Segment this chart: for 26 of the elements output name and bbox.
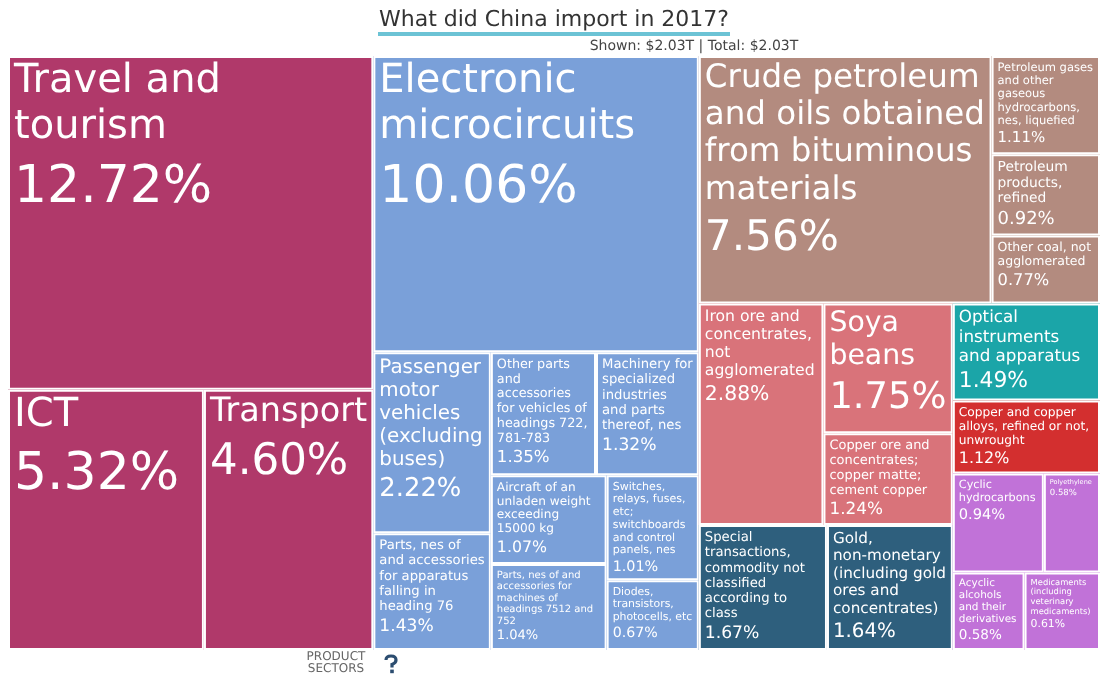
text: What did China import in 2017? [378,6,729,36]
data-label: 5.32% [14,443,180,504]
category-label: Passenger motor vehicles (excluding buses) [379,357,483,471]
category-label: Soya beans [829,307,915,372]
data-label: 0.92% [997,210,1056,231]
category-label: Optical instruments and apparatus [958,306,1081,365]
data-label: 1.32% [602,435,657,456]
data-label: 7.56% [704,210,839,261]
data-label: 1.43% [379,616,434,637]
data-label: 4.60% [209,436,349,487]
data-label: 1.49% [958,367,1028,394]
data-label: 0.77% [997,269,1050,290]
data-label: 1.67% [704,624,760,645]
data-label: 2.88% [704,384,771,407]
category-label: ICT [14,388,80,437]
category-label: Travel and tourism [12,54,221,149]
data-label: 1.75% [829,376,947,419]
data-label: 12.72% [14,155,213,216]
category-label: Transport [207,389,368,430]
data-label: 2.22% [379,474,462,505]
data-label: 1.24% [829,498,883,519]
data-label: 1.64% [832,620,896,643]
data-label: 10.06% [379,155,578,216]
category-label: Electronic microcircuits [379,54,636,149]
category-label: Crude petroleum and oils obtained from bituminous materials [704,56,985,207]
data-label: 1.35% [496,445,550,466]
